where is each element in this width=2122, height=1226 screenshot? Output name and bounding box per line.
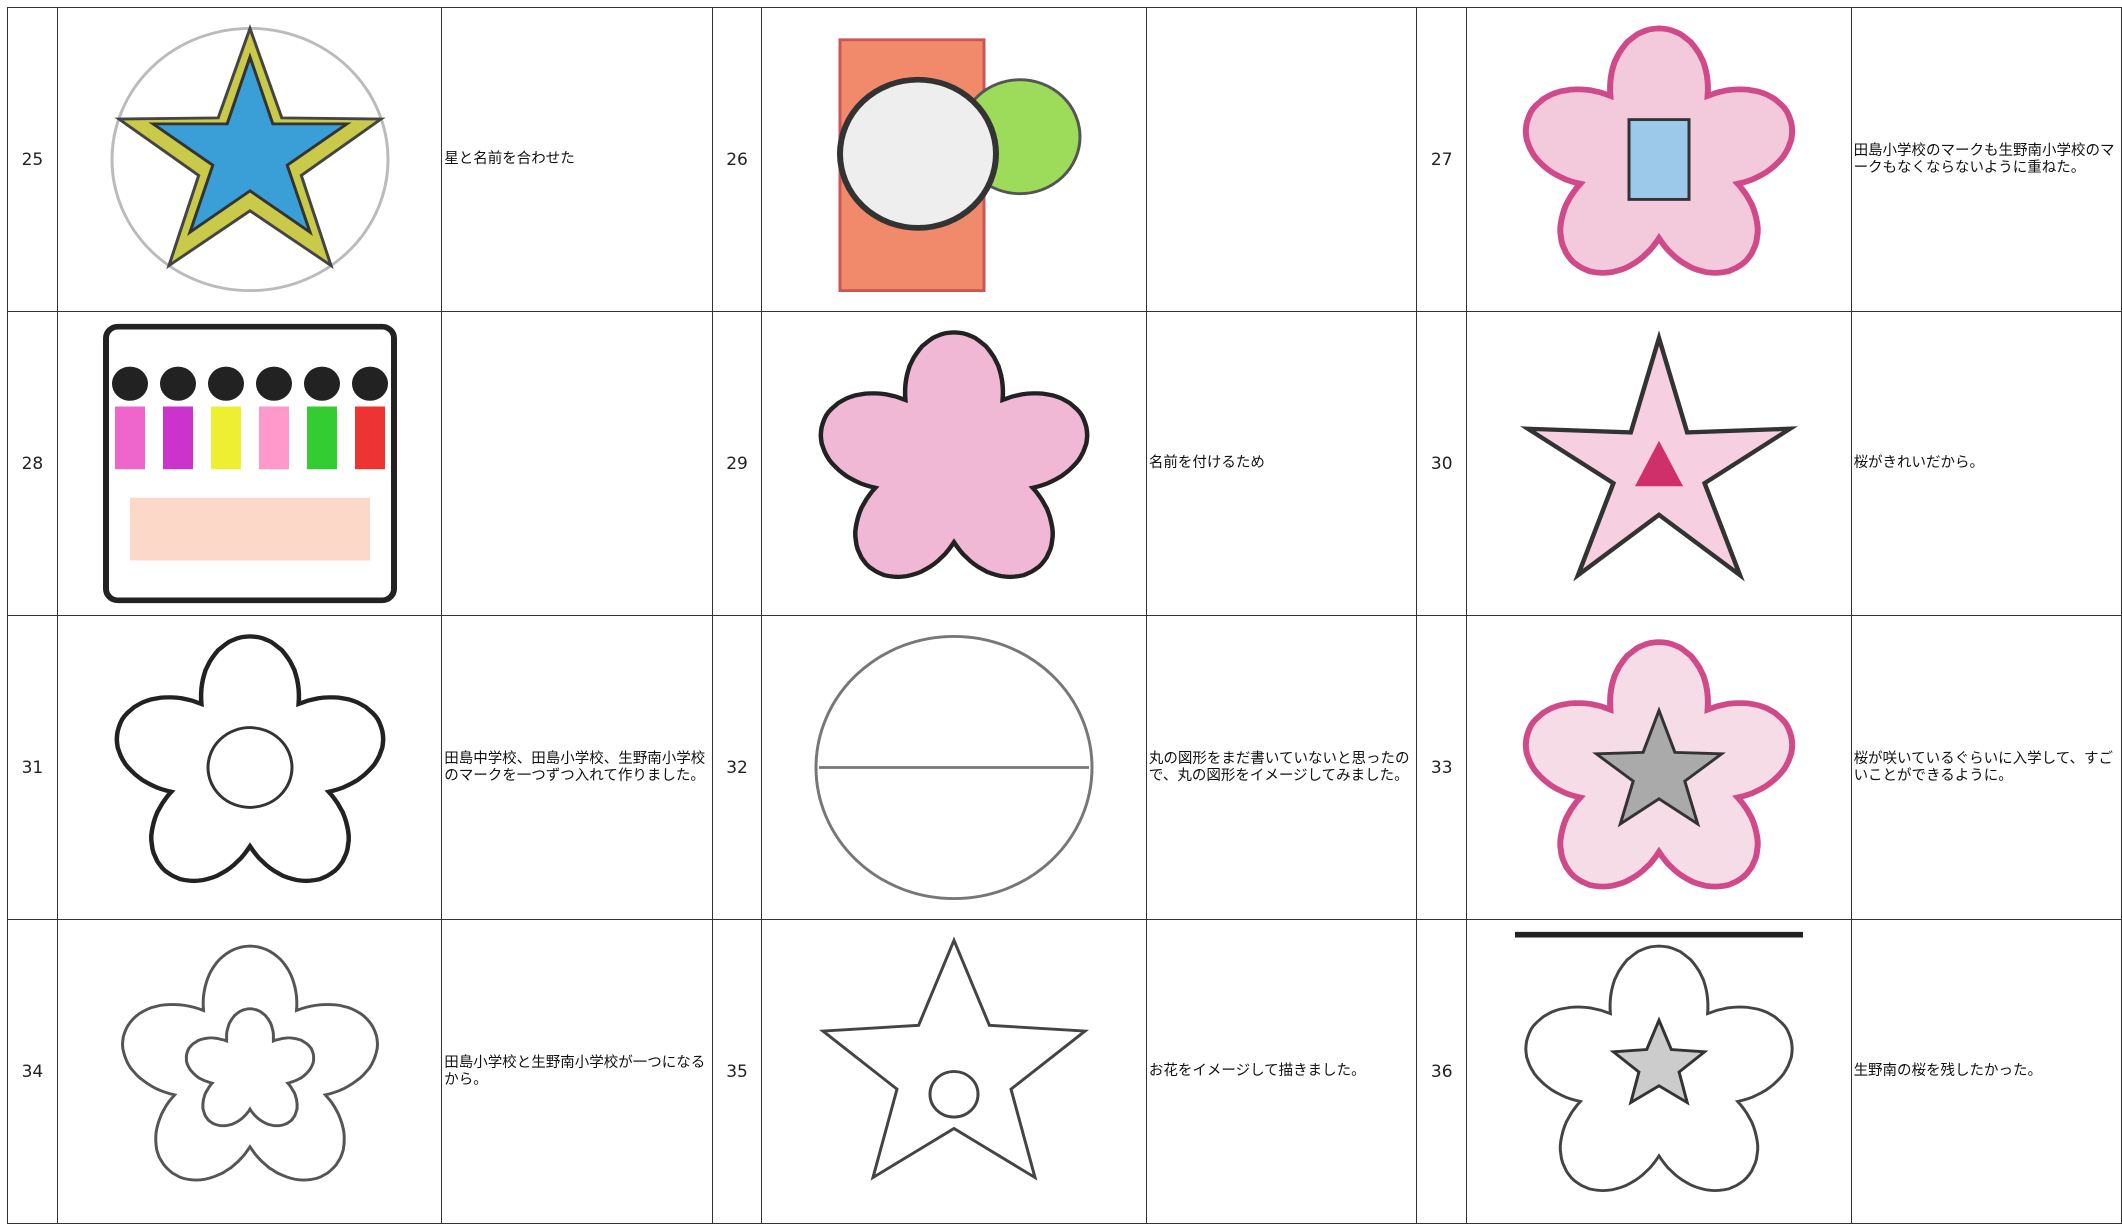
entry-number: 32 bbox=[711, 615, 763, 920]
drawing-cell bbox=[761, 7, 1147, 312]
sketch bbox=[1634, 440, 1683, 487]
sketch bbox=[102, 323, 397, 604]
drawing-cell bbox=[1466, 7, 1852, 312]
drawing bbox=[1522, 639, 1796, 890]
drawing bbox=[120, 944, 379, 1182]
sketch bbox=[1591, 706, 1726, 828]
comment-cell: 丸の図形をまだ書いていないと思ったので、丸の図形をイメージしてみました。 bbox=[1145, 615, 1418, 920]
drawing bbox=[1519, 330, 1798, 582]
sketch bbox=[306, 406, 337, 470]
sketch bbox=[129, 497, 370, 561]
sketch bbox=[120, 944, 379, 1182]
sketch bbox=[207, 366, 244, 401]
drawing bbox=[819, 936, 1090, 1181]
comment-cell bbox=[1145, 7, 1418, 312]
drawing-cell bbox=[56, 615, 443, 920]
sketch bbox=[928, 1070, 980, 1119]
table-row: 28 29 名前を付けるため 30 桜がきれいだから。 bbox=[7, 311, 2122, 616]
table-row: 25 星と名前を合わせた 26 27 田島小学校のマークも生野南小学校のマークもなくなら… bbox=[7, 7, 2122, 312]
entry-number: 25 bbox=[7, 7, 58, 312]
sketch bbox=[162, 406, 193, 470]
comment: 名前を付けるため bbox=[1148, 455, 1265, 471]
entry-number: 26 bbox=[711, 7, 763, 312]
drawing-cell bbox=[56, 919, 443, 1224]
comment-cell: 桜がきれいだから。 bbox=[1850, 311, 2122, 616]
drawing-cell bbox=[1466, 919, 1852, 1224]
design-table: 25 星と名前を合わせた 26 27 田島小学校のマークも生野南小学校のマークもなくなら… bbox=[7, 7, 2122, 1224]
sketch bbox=[111, 366, 148, 401]
comment-cell: お花をイメージして描きました。 bbox=[1145, 919, 1418, 1224]
sketch bbox=[1524, 944, 1794, 1193]
drawing-cell bbox=[1466, 615, 1852, 920]
comment: 丸の図形をまだ書いていないと思ったので、丸の図形をイメージしてみました。 bbox=[1148, 750, 1410, 784]
sketch bbox=[1609, 1016, 1709, 1106]
drawing bbox=[818, 330, 1090, 580]
drawing bbox=[114, 634, 385, 884]
comment-cell: 生野南の桜を残したかった。 bbox=[1850, 919, 2122, 1224]
drawing bbox=[102, 323, 397, 604]
sketch bbox=[210, 406, 241, 470]
drawing bbox=[1522, 25, 1796, 276]
drawing-cell bbox=[56, 7, 443, 312]
sketch bbox=[1627, 118, 1691, 201]
entry-number: 27 bbox=[1416, 7, 1468, 312]
sketch bbox=[255, 366, 292, 401]
drawing-cell bbox=[761, 919, 1147, 1224]
comment-cell: 田島小学校と生野南小学校が一つになるから。 bbox=[441, 919, 713, 1224]
sketch bbox=[837, 76, 1000, 231]
sketch bbox=[351, 366, 388, 401]
drawing-cell bbox=[761, 615, 1147, 920]
drawing-cell bbox=[1466, 311, 1852, 616]
comment-cell: 名前を付けるため bbox=[1145, 311, 1418, 616]
entry-number: 29 bbox=[711, 311, 763, 616]
sketch bbox=[303, 366, 340, 401]
sketch bbox=[819, 936, 1090, 1181]
comment: お花をイメージして描きました。 bbox=[1148, 1063, 1366, 1079]
comment: 桜がきれいだから。 bbox=[1853, 455, 1985, 471]
comment: 田島小学校と生野南小学校が一つになるから。 bbox=[444, 1054, 706, 1088]
sketch bbox=[354, 406, 385, 470]
entry-number: 33 bbox=[1416, 615, 1468, 920]
sketch bbox=[206, 726, 294, 809]
sketch bbox=[114, 634, 385, 884]
entry-number: 30 bbox=[1416, 311, 1468, 616]
table-row: 34 田島小学校と生野南小学校が一つになるから。 35 お花をイメージして描きました。… bbox=[7, 919, 2122, 1224]
table-row: 31 田島中学校、田島小学校、生野南小学校のマークを一つずつ入れて作りました。 32… bbox=[7, 615, 2122, 920]
comment-cell: 桜が咲いているぐらいに入学して、すごいことができるように。 bbox=[1850, 615, 2122, 920]
entry-number: 31 bbox=[7, 615, 58, 920]
drawing-cell bbox=[56, 311, 443, 616]
entry-number: 28 bbox=[7, 311, 58, 616]
drawing bbox=[837, 38, 1082, 293]
sketch bbox=[258, 406, 289, 470]
comment: 田島中学校、田島小学校、生野南小学校のマークを一つずつ入れて作りました。 bbox=[444, 750, 706, 784]
entry-number: 35 bbox=[711, 919, 763, 1224]
comment: 星と名前を合わせた bbox=[444, 151, 575, 167]
comment: 田島小学校のマークも生野南小学校のマークもなくならないように重ねた。 bbox=[1853, 142, 2115, 176]
comment: 桜が咲いているぐらいに入学して、すごいことができるように。 bbox=[1853, 750, 2113, 784]
drawing bbox=[814, 634, 1094, 901]
comment-cell: 田島中学校、田島小学校、生野南小学校のマークを一つずつ入れて作りました。 bbox=[441, 615, 713, 920]
sketch bbox=[114, 406, 145, 470]
sketch bbox=[159, 366, 196, 401]
sketch bbox=[184, 1007, 315, 1128]
sketch bbox=[814, 634, 1094, 901]
comment-cell: 田島小学校のマークも生野南小学校のマークもなくならないように重ねた。 bbox=[1850, 7, 2122, 312]
drawing-cell bbox=[761, 311, 1147, 616]
drawing bbox=[1514, 931, 1803, 1193]
sketch bbox=[818, 330, 1090, 580]
comment: 生野南の桜を残したかった。 bbox=[1853, 1063, 2043, 1079]
entry-number: 36 bbox=[1416, 919, 1468, 1224]
comment-cell: 星と名前を合わせた bbox=[441, 7, 713, 312]
sketch bbox=[148, 52, 352, 236]
drawing bbox=[110, 23, 390, 293]
entry-number: 34 bbox=[7, 919, 58, 1224]
comment-cell bbox=[441, 311, 713, 616]
